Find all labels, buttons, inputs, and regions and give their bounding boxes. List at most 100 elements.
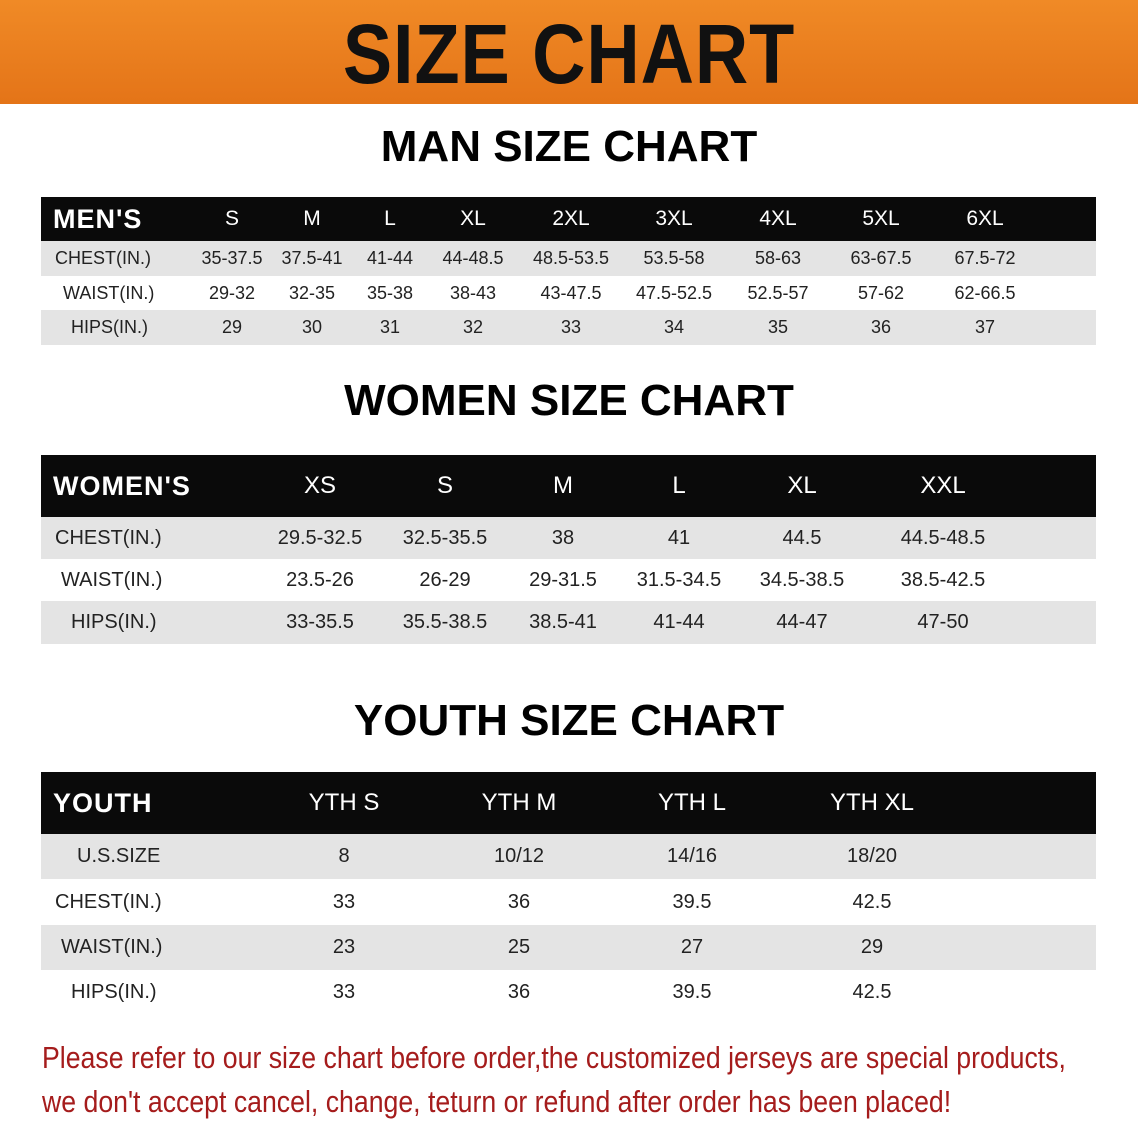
table-cell: 27: [680, 936, 704, 958]
size-column-header: YTH M: [481, 789, 557, 816]
table-row: CHEST(IN.) 29.5-32.5 32.5-35.5 38 41 44.5 44.5…: [41, 517, 1096, 559]
size-column-header: XXL: [920, 472, 966, 499]
table-cell: 33: [332, 981, 356, 1003]
row-label: WAIST(IN.): [61, 568, 163, 591]
table-cell: 29: [860, 936, 884, 958]
row-label: CHEST(IN.): [55, 890, 162, 913]
table-row: CHEST(IN.) 35-37.5 37.5-41 41-44 44-48.5 48.5…: [41, 241, 1096, 276]
table-row: WAIST(IN.) 29-32 32-35 35-38 38-43 43-47.5 47.…: [41, 276, 1096, 310]
table-cell: 57-62: [857, 282, 905, 303]
table-cell: 29-31.5: [529, 568, 597, 591]
table-cell: 35-37.5: [201, 248, 263, 268]
table-cell: 8: [338, 845, 350, 867]
table-cell: 14/16: [666, 845, 718, 867]
table-cell: 34: [663, 317, 685, 337]
table-header-label: WOMEN'S: [53, 470, 191, 501]
table-cell: 29.5-32.5: [277, 526, 363, 549]
order-notice-line-1: Please refer to our size chart before or…: [42, 1040, 1066, 1075]
table-cell: 48.5-53.5: [532, 248, 610, 268]
women-section-title: WOMEN SIZE CHART: [344, 376, 794, 425]
table-cell: 38.5-41: [529, 611, 597, 633]
table-cell: 29-32: [208, 282, 256, 303]
table-row: HIPS(IN.) 33-35.5 35.5-38.5 38.5-41 41-44 44-…: [41, 601, 1096, 644]
banner-title: SIZE CHART: [342, 7, 796, 101]
table-cell: 38.5-42.5: [900, 568, 986, 591]
size-column-header: XL: [460, 207, 486, 230]
table-cell: 32.5-35.5: [402, 526, 488, 549]
table-cell: 42.5: [852, 981, 892, 1003]
table-cell: 44-48.5: [442, 248, 504, 268]
table-cell: 38: [551, 526, 575, 549]
table-cell: 38-43: [449, 282, 497, 303]
table-cell: 10/12: [493, 845, 545, 867]
size-chart-banner: SIZE CHART: [0, 0, 1138, 104]
row-label: HIPS(IN.): [71, 611, 157, 633]
row-label: HIPS(IN.): [71, 981, 157, 1003]
order-notice: Please refer to our size chart before or…: [42, 1036, 1126, 1124]
table-cell: 41: [667, 526, 691, 549]
size-column-header: YTH XL: [829, 789, 915, 816]
table-cell: 39.5: [672, 890, 712, 913]
table-cell: 23: [332, 936, 356, 958]
size-column-header: M: [303, 207, 321, 230]
size-column-header: S: [224, 207, 240, 230]
youth-section-title: YOUTH SIZE CHART: [353, 696, 785, 745]
table-cell: 33: [332, 890, 356, 913]
table-cell: 47.5-52.5: [635, 282, 713, 303]
table-cell: 35: [767, 317, 789, 337]
table-header-row: YOUTH YTH S YTH M YTH L YTH XL: [41, 772, 1096, 834]
table-cell: 36: [507, 981, 531, 1003]
row-label: HIPS(IN.): [71, 317, 149, 337]
table-cell: 36: [870, 317, 892, 337]
table-cell: 63-67.5: [850, 248, 912, 268]
table-cell: 52.5-57: [747, 282, 809, 303]
table-cell: 18/20: [846, 845, 898, 867]
men-size-table: MEN'S S M L XL 2XL 3XL 4XL 5XL 6XL CHEST(IN.) 35-37…: [41, 197, 1096, 345]
row-label: WAIST(IN.): [63, 282, 155, 303]
table-cell: 36: [507, 890, 531, 913]
table-header-row: MEN'S S M L XL 2XL 3XL 4XL 5XL 6XL: [41, 197, 1096, 241]
table-row: HIPS(IN.) 29 30 31 32 33 34 35 36 37: [41, 310, 1096, 345]
table-cell: 31: [379, 317, 401, 337]
table-row: U.S.SIZE 8 10/12 14/16 18/20: [41, 834, 1096, 879]
row-label: CHEST(IN.): [55, 248, 151, 268]
men-section-title: MAN SIZE CHART: [380, 122, 758, 171]
size-column-header: 2XL: [552, 207, 590, 230]
table-cell: 42.5: [852, 890, 892, 913]
table-cell: 47-50: [917, 611, 969, 633]
table-cell: 37.5-41: [281, 248, 343, 268]
table-cell: 25: [507, 936, 531, 958]
size-column-header: S: [436, 472, 454, 499]
row-label: U.S.SIZE: [77, 845, 161, 867]
table-header-label: YOUTH: [53, 787, 153, 818]
table-row: WAIST(IN.) 23 25 27 29: [41, 925, 1096, 970]
size-column-header: XS: [303, 472, 337, 499]
table-row: WAIST(IN.) 23.5-26 26-29 29-31.5 31.5-34.5 34…: [41, 559, 1096, 601]
table-cell: 39.5: [672, 981, 712, 1003]
table-cell: 32-35: [288, 282, 336, 303]
table-header-label: MEN'S: [53, 203, 143, 234]
women-size-table: WOMEN'S XS S M L XL XXL CHEST(IN.) 29.5-32.5 32.5…: [41, 455, 1096, 644]
size-column-header: 3XL: [655, 207, 693, 230]
youth-size-table: YOUTH YTH S YTH M YTH L YTH XL U.S.SIZE 8 10/12…: [41, 772, 1096, 1015]
table-cell: 29: [221, 317, 243, 337]
table-cell: 41-44: [653, 611, 705, 633]
table-cell: 26-29: [419, 568, 471, 591]
table-cell: 33: [560, 317, 582, 337]
table-cell: 30: [301, 317, 323, 337]
order-notice-line-2: we don't accept cancel, change, teturn o…: [42, 1084, 952, 1119]
table-cell: 32: [462, 317, 484, 337]
table-cell: 44-47: [776, 611, 828, 633]
table-cell: 62-66.5: [954, 282, 1016, 303]
table-row: HIPS(IN.) 33 36 39.5 42.5: [41, 970, 1096, 1015]
table-cell: 53.5-58: [643, 248, 705, 268]
size-column-header: 5XL: [862, 207, 900, 230]
table-cell: 67.5-72: [954, 248, 1016, 268]
size-column-header: M: [553, 472, 573, 499]
size-column-header: 6XL: [966, 207, 1004, 230]
row-label: WAIST(IN.): [61, 936, 163, 958]
table-cell: 35-38: [366, 282, 414, 303]
table-cell: 44.5-48.5: [900, 526, 986, 549]
table-cell: 35.5-38.5: [402, 611, 488, 633]
table-cell: 33-35.5: [286, 611, 354, 633]
